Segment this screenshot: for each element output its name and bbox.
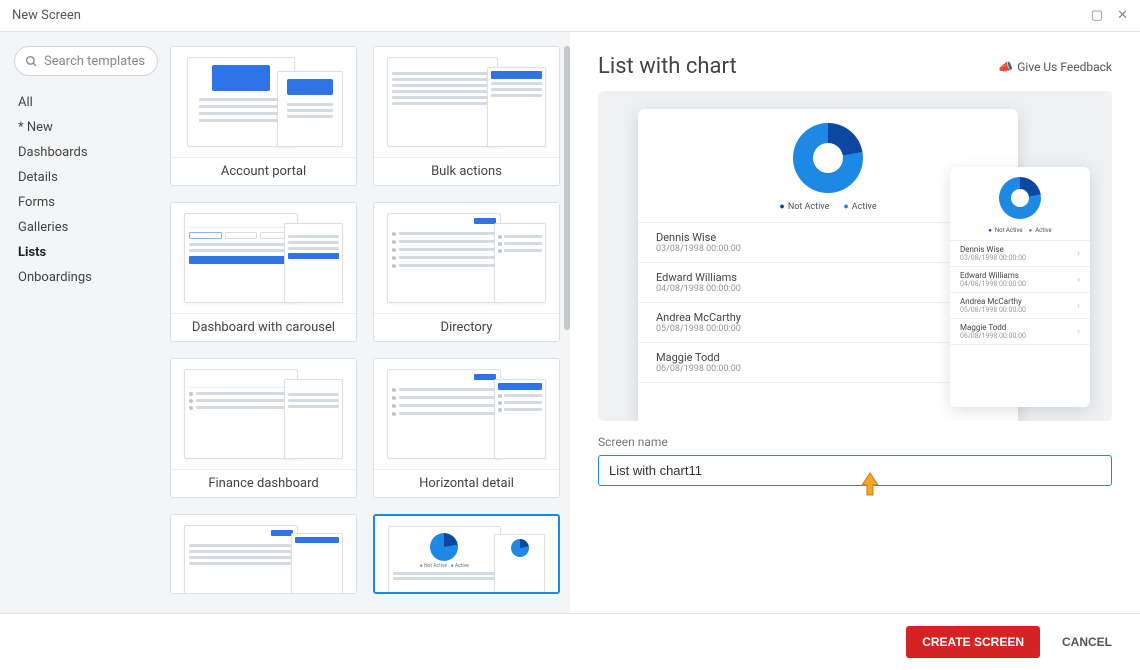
template-card-account-portal[interactable]: Account portal <box>170 46 357 186</box>
category-galleries[interactable]: Galleries <box>14 215 170 240</box>
maximize-icon[interactable]: ▢ <box>1091 8 1103 23</box>
detail-title: List with chart <box>598 54 998 79</box>
category-all[interactable]: All <box>14 90 170 115</box>
megaphone-icon: 📣 <box>998 60 1013 74</box>
template-label: Bulk actions <box>374 157 559 185</box>
list-row: Maggie Todd06/08/1998 00:00:00› <box>950 319 1090 345</box>
template-card-bulk-actions[interactable]: Bulk actions <box>373 46 560 186</box>
feedback-label: Give Us Feedback <box>1017 60 1112 74</box>
title-bar: New Screen ▢ ✕ <box>0 0 1140 32</box>
screen-name-input[interactable] <box>598 455 1112 486</box>
legend-not-active: Not Active <box>779 201 829 212</box>
template-card-horizontal-detail[interactable]: Horizontal detail <box>373 358 560 498</box>
donut-chart-small <box>999 177 1041 219</box>
category-new[interactable]: * New <box>14 115 170 140</box>
scrollbar-thumb[interactable] <box>564 46 570 330</box>
template-card-request-list[interactable] <box>170 514 357 594</box>
search-input[interactable]: Search templates <box>14 46 158 76</box>
window-title: New Screen <box>12 8 1091 23</box>
donut-chart <box>793 123 863 193</box>
screen-name-label: Screen name <box>598 435 1112 449</box>
template-card-finance-dashboard[interactable]: Finance dashboard <box>170 358 357 498</box>
list-row: Dennis Wise03/08/1998 00:00:00› <box>950 241 1090 267</box>
dialog-footer: CREATE SCREEN CANCEL <box>0 614 1140 670</box>
list-row: Edward Williams04/08/1998 00:00:00› <box>950 267 1090 293</box>
feedback-link[interactable]: 📣 Give Us Feedback <box>998 60 1112 74</box>
preview-mobile-card: Not Active Active Dennis Wise03/08/1998 … <box>950 167 1090 407</box>
template-label: Account portal <box>171 157 356 185</box>
category-list: All * New Dashboards Details Forms Galle… <box>14 90 170 290</box>
template-card-directory[interactable]: Directory <box>373 202 560 342</box>
template-label: Finance dashboard <box>171 469 356 497</box>
close-icon[interactable]: ✕ <box>1117 8 1128 23</box>
search-placeholder: Search templates <box>44 54 145 69</box>
list-row: Andrea McCarthy05/08/1998 00:00:00› <box>950 293 1090 319</box>
category-onboardings[interactable]: Onboardings <box>14 265 170 290</box>
legend-active: Active <box>843 201 876 212</box>
category-forms[interactable]: Forms <box>14 190 170 215</box>
window-controls: ▢ ✕ <box>1091 8 1128 23</box>
create-screen-button[interactable]: CREATE SCREEN <box>906 626 1040 658</box>
template-label: Horizontal detail <box>374 469 559 497</box>
template-label: Dashboard with carousel <box>171 313 356 341</box>
category-details[interactable]: Details <box>14 165 170 190</box>
template-label: Directory <box>374 313 559 341</box>
template-preview: Not Active Active Dennis Wise03/08/1998 … <box>598 91 1112 421</box>
callout-arrow-icon <box>858 471 882 503</box>
template-card-list-with-chart[interactable]: ● Not Active ● Active <box>373 514 560 594</box>
search-icon <box>25 55 38 68</box>
cancel-button[interactable]: CANCEL <box>1062 635 1112 649</box>
category-lists[interactable]: Lists <box>14 240 170 265</box>
category-dashboards[interactable]: Dashboards <box>14 140 170 165</box>
template-card-dashboard-carousel[interactable]: Dashboard with carousel <box>170 202 357 342</box>
template-browser: Search templates All * New Dashboards De… <box>0 32 570 613</box>
